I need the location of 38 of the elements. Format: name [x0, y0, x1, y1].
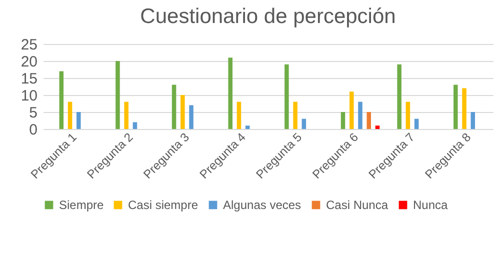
bar — [284, 64, 289, 129]
y-tick-label: 20 — [20, 54, 38, 70]
bar — [293, 102, 298, 129]
bar — [245, 126, 250, 129]
bar — [358, 102, 362, 129]
y-tick-label: 15 — [20, 70, 38, 88]
y-tick-label: 0 — [29, 122, 38, 138]
bar — [397, 64, 402, 129]
bar — [462, 88, 466, 129]
bar — [59, 71, 64, 129]
bar — [68, 102, 72, 129]
bar — [228, 58, 232, 129]
bar — [116, 61, 120, 129]
chart-title: Cuestionario de percepción — [140, 5, 396, 28]
legend-label: Casi siempre — [128, 198, 198, 212]
bar — [366, 112, 371, 129]
bar — [302, 118, 306, 129]
bar — [349, 92, 354, 129]
bar — [124, 102, 128, 129]
bar — [132, 122, 138, 129]
legend-label: Casi Nunca — [326, 198, 388, 212]
bar — [470, 112, 476, 129]
legend-label: Algunas veces — [223, 198, 302, 212]
bar — [454, 84, 458, 129]
legend-label: Siempre — [59, 198, 104, 212]
bar — [375, 126, 380, 129]
legend-label: Nunca — [413, 198, 448, 212]
bar — [172, 84, 176, 129]
bar — [76, 112, 81, 129]
bar — [180, 95, 185, 129]
y-tick-label: 10 — [20, 88, 38, 104]
bar — [406, 102, 410, 129]
bar — [189, 105, 194, 129]
y-tick-label: 5 — [29, 104, 38, 122]
y-tick-label: 25 — [20, 36, 38, 54]
bar — [236, 102, 242, 129]
bar — [340, 112, 346, 129]
bar — [414, 118, 419, 129]
